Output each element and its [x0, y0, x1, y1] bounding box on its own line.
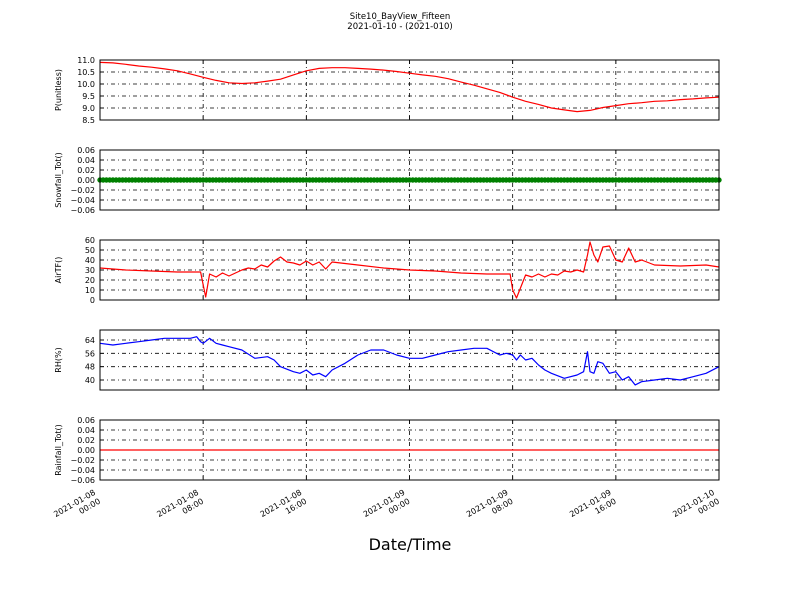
y-tick-label: 10.5: [77, 68, 95, 77]
subplot-5: −0.06−0.04−0.020.000.020.040.06 Rainfall_…: [54, 416, 720, 485]
y-tick-label: 9.5: [82, 92, 95, 101]
y-tick-label: 0.06: [77, 146, 95, 155]
y-tick-label: −0.06: [70, 476, 95, 485]
series-line: [99, 241, 720, 299]
y-tick-label: −0.04: [70, 196, 95, 205]
y-tick-label: 0.04: [77, 426, 95, 435]
y-tick-label: 0.04: [77, 156, 95, 165]
series-line: [99, 336, 720, 386]
y-tick-label: 20: [85, 276, 95, 285]
series-markers: [97, 177, 722, 183]
y-tick-label: 11.0: [77, 56, 95, 65]
y-tick-label: −0.04: [70, 466, 95, 475]
y-tick-label: 0.06: [77, 416, 95, 425]
y-tick-label: 0.02: [77, 436, 95, 445]
y-tick-label: −0.02: [70, 456, 95, 465]
y-axis-label: Snowfall_Tot(): [54, 152, 63, 208]
y-tick-label: 9.0: [82, 104, 95, 113]
series-line: [99, 61, 720, 113]
x-axis-label: Date/Time: [369, 535, 452, 554]
y-axis-label: AirTF(): [54, 257, 63, 284]
axes-frame: [99, 419, 720, 481]
y-tick-label: 8.5: [82, 116, 95, 125]
subplot-2: −0.06−0.04−0.020.000.020.040.06 Snowfall_…: [54, 146, 722, 215]
axes-frame: [99, 329, 720, 391]
y-tick-label: 40: [85, 256, 95, 265]
axes-frame: [99, 239, 720, 301]
y-tick-label: −0.02: [70, 186, 95, 195]
axes-frame: [99, 149, 720, 211]
y-tick-label: 0.00: [77, 446, 95, 455]
subplot-4: 40 48 56 64 RH(%): [54, 329, 720, 391]
figure-subtitle: 2021-01-10 - (2021-010): [347, 22, 452, 32]
y-tick-label: 10.0: [77, 80, 95, 89]
y-tick-label: 10: [85, 286, 95, 295]
y-tick-label: 0.02: [77, 166, 95, 175]
y-axis-label: RH(%): [54, 347, 63, 372]
axes-frame: [99, 59, 720, 121]
y-tick-label: 40: [85, 376, 95, 385]
figure-title: Site10_BayView_Fifteen: [350, 12, 451, 22]
y-tick-label: 64: [85, 336, 95, 345]
y-axis-label: Rainfall_Tot(): [54, 424, 63, 476]
y-tick-label: 48: [85, 363, 95, 372]
y-axis-label: P(unitless): [54, 69, 63, 111]
y-tick-label: 60: [85, 236, 95, 245]
y-tick-label: 0.00: [77, 176, 95, 185]
subplot-group: 8.59.09.510.010.511.0P(unitless)−0.06−0.…: [54, 56, 722, 485]
subplot-1: 8.5 9.0 9.5 10.0 10.5 11.0 P(unitless): [54, 56, 720, 125]
y-tick-label: 56: [85, 349, 95, 358]
y-tick-label: −0.06: [70, 206, 95, 215]
y-tick-label: 30: [85, 266, 95, 275]
y-tick-label: 0: [90, 296, 95, 305]
y-tick-label: 50: [85, 246, 95, 255]
